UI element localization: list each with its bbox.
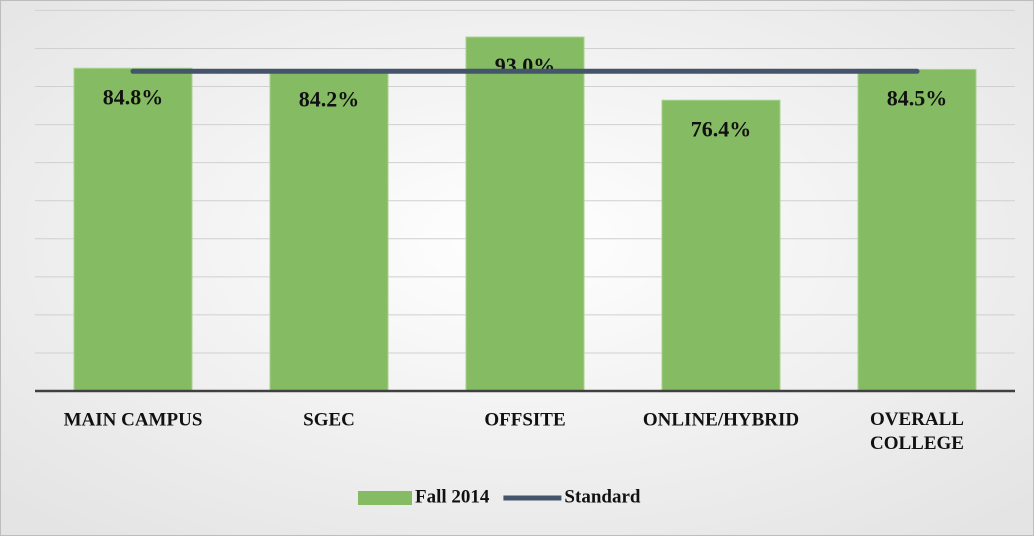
x-tick-label: OFFSITE — [484, 409, 565, 430]
legend-label: Fall 2014 — [415, 486, 490, 507]
x-tick-label: ONLINE/HYBRID — [643, 409, 799, 430]
legend-label: Standard — [564, 486, 640, 507]
legend-swatch — [358, 491, 412, 505]
data-label: 84.2% — [299, 87, 360, 112]
data-label: 76.4% — [691, 116, 752, 141]
bar — [857, 68, 977, 392]
x-tick-label: OVERALL COLLEGE — [870, 409, 964, 454]
x-tick-label: SGEC — [303, 409, 355, 430]
x-tick-label: MAIN CAMPUS — [64, 409, 203, 430]
bar — [73, 67, 193, 392]
bar — [661, 99, 781, 392]
data-label: 84.5% — [887, 85, 948, 110]
data-label: 93.0% — [495, 53, 556, 78]
data-label: 84.8% — [103, 84, 164, 109]
bar — [269, 70, 389, 392]
bar — [465, 36, 585, 392]
